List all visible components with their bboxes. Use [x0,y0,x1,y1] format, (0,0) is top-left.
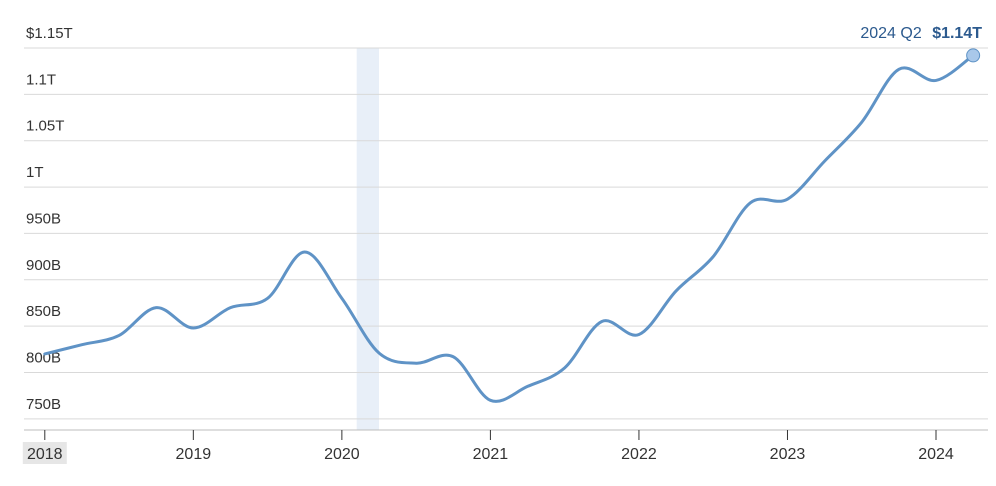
latest-point-marker [966,48,981,63]
y-tick-label: 850B [26,303,61,320]
x-tick-label: 2020 [324,446,360,463]
x-tick-highlight [22,442,67,464]
x-tick-label: 2024 [918,446,954,463]
gridlines-layer: 750B 800B 850B 900B 950B 1T 1.05T 1.1T $1.15T [24,25,988,420]
series-layer [43,48,981,403]
x-tick-label: 2019 [176,446,212,463]
x-tick-label: 2023 [770,446,806,463]
latest-value-annotation: 2024 Q2 $1.14T [860,25,982,42]
annotation-period: 2024 Q2 [860,25,921,42]
x-tick-label: 2021 [473,446,509,463]
x-tick-label: 2022 [621,446,657,463]
shaded-period-layer [356,48,380,430]
y-tick-label: 950B [26,210,61,227]
y-tick-label: 1T [26,164,44,181]
y-tick-label: 750B [26,396,61,413]
y-tick-label: 900B [26,257,61,274]
annotation-value: $1.14T [932,25,982,42]
x-axis-layer: 2018 2019 2020 2021 2022 2023 2024 [22,429,988,464]
x-tick-label: 2018 [27,446,63,463]
series-line [43,53,975,403]
y-tick-label: 800B [26,350,61,367]
annotation-layer: 2024 Q2 $1.14T [860,25,982,42]
y-tick-label: 1.05T [26,118,64,135]
y-tick-label: $1.15T [26,25,73,42]
y-tick-label: 1.1T [26,71,56,88]
shaded-period [356,48,380,430]
